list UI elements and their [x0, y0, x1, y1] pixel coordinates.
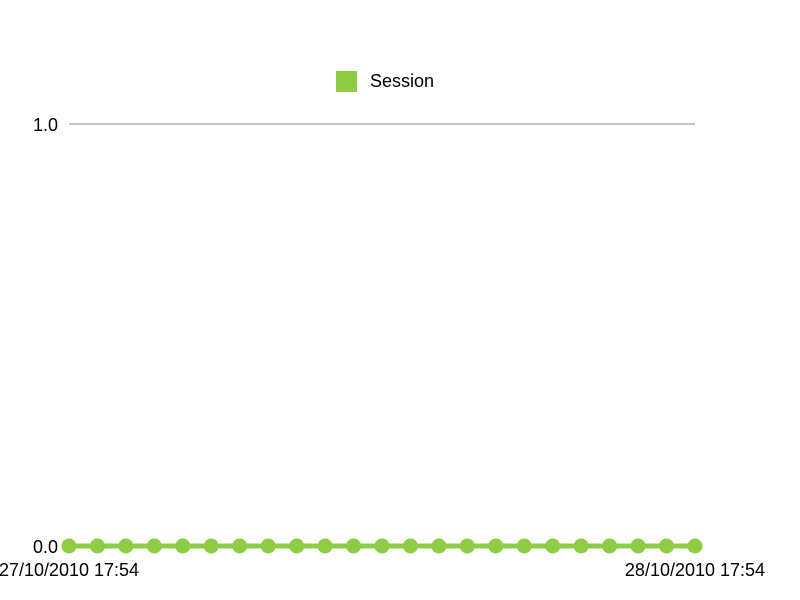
data-point: [431, 538, 447, 554]
data-point: [260, 538, 276, 554]
legend: Session: [336, 71, 434, 92]
data-point: [289, 538, 305, 554]
y-tick-label-max: 1.0: [33, 115, 58, 135]
data-point: [175, 538, 191, 554]
y-tick-label-min: 0.0: [33, 537, 58, 557]
data-point: [602, 538, 618, 554]
data-point: [232, 538, 248, 554]
data-point: [89, 538, 105, 554]
series-session: [61, 538, 703, 554]
x-tick-label-start: 27/10/2010 17:54: [0, 560, 139, 580]
data-point: [402, 538, 418, 554]
data-point: [118, 538, 134, 554]
x-tick-label-end: 28/10/2010 17:54: [625, 560, 765, 580]
data-point: [374, 538, 390, 554]
data-point: [203, 538, 219, 554]
data-point: [61, 538, 77, 554]
legend-label-session: Session: [370, 71, 434, 91]
data-point: [488, 538, 504, 554]
data-point: [573, 538, 589, 554]
data-point: [516, 538, 532, 554]
data-point: [146, 538, 162, 554]
data-point: [545, 538, 561, 554]
data-point: [459, 538, 475, 554]
data-point: [317, 538, 333, 554]
data-point: [659, 538, 675, 554]
data-point: [346, 538, 362, 554]
data-point: [687, 538, 703, 554]
data-point: [630, 538, 646, 554]
legend-swatch-session: [336, 71, 357, 92]
